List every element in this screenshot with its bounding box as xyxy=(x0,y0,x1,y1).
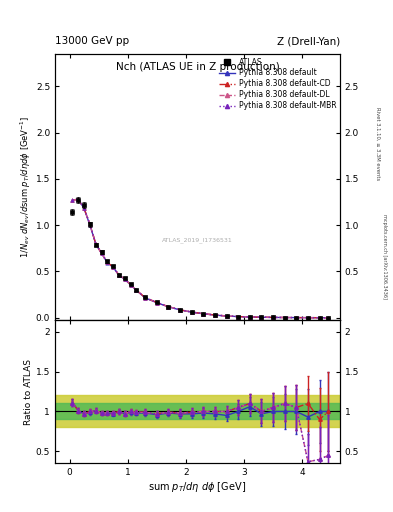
Text: Nch (ATLAS UE in Z production): Nch (ATLAS UE in Z production) xyxy=(116,62,279,72)
Text: ATLAS_2019_I1736531: ATLAS_2019_I1736531 xyxy=(162,237,233,243)
X-axis label: sum $p_T/d\eta$ $d\phi$ [GeV]: sum $p_T/d\eta$ $d\phi$ [GeV] xyxy=(149,480,246,494)
Y-axis label: $1/N_{ev}$ $dN_{ev}/d$sum $p_T/d\eta d\phi$ [GeV$^{-1}$]: $1/N_{ev}$ $dN_{ev}/d$sum $p_T/d\eta d\p… xyxy=(18,116,33,258)
Text: mcplots.cern.ch [arXiv:1306.3436]: mcplots.cern.ch [arXiv:1306.3436] xyxy=(382,214,387,298)
Text: 13000 GeV pp: 13000 GeV pp xyxy=(55,36,129,46)
Text: Z (Drell-Yan): Z (Drell-Yan) xyxy=(277,36,340,46)
Y-axis label: Ratio to ATLAS: Ratio to ATLAS xyxy=(24,358,33,424)
Text: Rivet 3.1.10, ≥ 3.3M events: Rivet 3.1.10, ≥ 3.3M events xyxy=(375,106,380,180)
Legend: ATLAS, Pythia 8.308 default, Pythia 8.308 default-CD, Pythia 8.308 default-DL, P: ATLAS, Pythia 8.308 default, Pythia 8.30… xyxy=(217,56,338,112)
